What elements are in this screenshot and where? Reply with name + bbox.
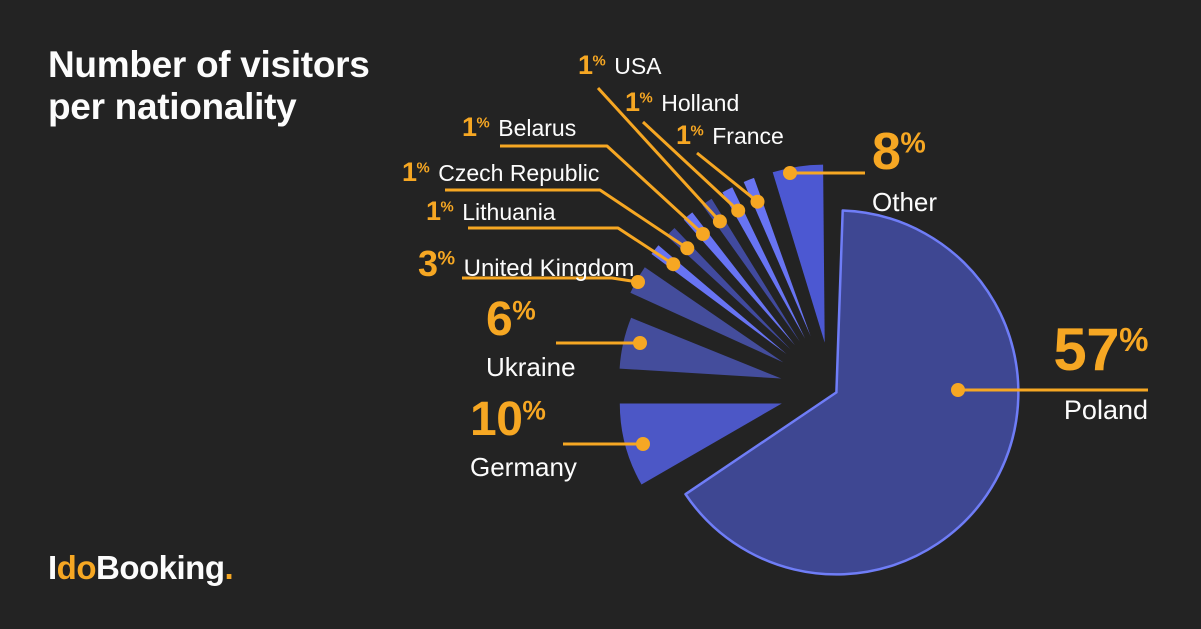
pie-slices	[619, 164, 1020, 576]
idobooking-logo: IdoBooking.	[48, 549, 234, 587]
slice-dot-belarus	[695, 227, 710, 241]
slice-dot-france	[750, 194, 765, 209]
pie-slice-germany	[619, 403, 782, 485]
slice-dot-ukraine	[633, 336, 647, 350]
logo-text-do: do	[56, 549, 97, 586]
leader-line-holland	[641, 120, 740, 212]
slice-dot-other	[783, 166, 797, 180]
pie-slice-lithuania	[651, 245, 787, 354]
pie-slice-france	[743, 177, 811, 337]
slice-dot-usa	[712, 214, 727, 229]
pie-slice-usa	[702, 198, 800, 342]
slice-dot-czech-republic	[680, 241, 695, 256]
leader-line-czech-republic	[445, 188, 689, 250]
leader-dots	[631, 166, 965, 451]
leader-line-france	[696, 151, 759, 203]
pie-slice-united-kingdom	[630, 267, 784, 363]
leader-line-lithuania	[468, 226, 675, 266]
logo-dot-icon: .	[224, 549, 234, 586]
chart-title-line2: per nationality	[48, 86, 297, 127]
slice-dot-united-kingdom	[631, 275, 645, 289]
pie-slice-czech-republic	[666, 228, 791, 350]
pie-slice-belarus	[683, 212, 795, 346]
chart-title-line1: Number of visitors	[48, 44, 370, 85]
slice-dot-poland	[951, 383, 965, 397]
leader-line-belarus	[500, 144, 704, 236]
pie-slice-poland	[684, 209, 1020, 576]
logo-text-i: I	[48, 549, 57, 586]
leader-line-usa	[596, 86, 722, 223]
chart-title: Number of visitors per nationality	[48, 44, 370, 128]
slice-dot-germany	[636, 437, 650, 451]
pie-slice-ukraine	[619, 317, 782, 379]
logo-text-booking: Booking	[96, 549, 225, 586]
pie-slice-holland	[722, 187, 806, 339]
leader-line-united-kingdom	[462, 276, 639, 284]
leader-lines	[445, 86, 1148, 446]
pie-slice-other	[772, 164, 825, 343]
slice-dot-lithuania	[666, 257, 681, 272]
slice-dot-holland	[731, 203, 746, 218]
